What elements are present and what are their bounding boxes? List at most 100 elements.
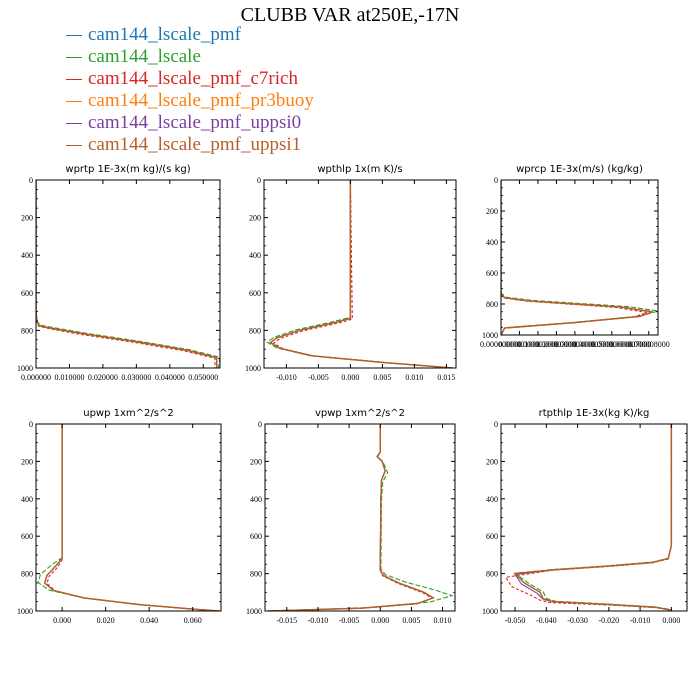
chart-panel: vpwp 1xm^2/s^2 0 200 400 600 800 1000 -0.015 -0.… [246, 408, 456, 625]
x-tick-label: 0.000 [371, 616, 389, 625]
y-tick-label: 600 [486, 269, 498, 278]
plot-frame [264, 423, 456, 612]
x-tick-label: -0.030 [567, 616, 588, 625]
x-tick-label: 0.020000 [88, 373, 118, 382]
y-tick-label: 800 [249, 326, 261, 335]
legend-swatch [66, 145, 82, 147]
x-tick-label: -0.010 [276, 373, 297, 382]
y-tick-label: 800 [250, 570, 262, 579]
x-tick-label: 0.000005000 [572, 340, 614, 349]
x-tick-label: 0.000 [341, 373, 359, 382]
y-tick-label: 800 [486, 570, 498, 579]
y-tick-label: 400 [250, 495, 262, 504]
y-tick-label: 800 [486, 300, 498, 309]
y-tick-label: 200 [486, 457, 498, 466]
plot-frame [263, 179, 457, 369]
plot-frame [35, 423, 222, 612]
x-tick-label: 0.060 [184, 616, 202, 625]
series-line [501, 180, 658, 335]
series-line [268, 424, 435, 611]
y-tick-label: 0 [494, 420, 498, 429]
x-tick-label: 0.020 [97, 616, 115, 625]
series-line [501, 180, 653, 335]
chart-panel: wpthlp 1x(m K)/s 0 200 400 600 800 1000 -0.010 -… [245, 164, 457, 382]
x-tick-label: 0.040 [140, 616, 158, 625]
x-tick-label: 0.000006000 [591, 340, 633, 349]
series-line [268, 424, 435, 611]
series-line [514, 424, 672, 611]
legend-swatch [66, 101, 82, 103]
panel-title: wprtp 1E-3x(m kg)/(s kg) [65, 164, 190, 175]
legend-item: cam144_lscale_pmf [66, 24, 314, 46]
x-tick-label: 0.005 [402, 616, 420, 625]
y-tick-label: 600 [21, 289, 33, 298]
series-line [272, 180, 455, 368]
series-line [37, 424, 217, 611]
x-tick-label: 0.005 [373, 373, 391, 382]
legend-label: cam144_lscale_pmf_uppsi1 [88, 134, 302, 155]
series-line [268, 424, 454, 611]
series-line [44, 424, 219, 611]
y-tick-label: 400 [21, 251, 33, 260]
y-tick-label: 1000 [246, 607, 262, 616]
legend: cam144_lscale_pmf cam144_lscale cam144_l… [66, 24, 314, 156]
series-line [504, 424, 672, 611]
series-line [268, 424, 435, 611]
panel-title: wpthlp 1x(m K)/s [317, 164, 402, 175]
y-tick-label: 1000 [17, 607, 33, 616]
series-line [44, 424, 219, 611]
chart-panel: wprtp 1E-3x(m kg)/(s kg) 0 200 400 600 800 100… [17, 164, 221, 382]
panel-title: upwp 1xm^2/s^2 [83, 408, 173, 419]
y-tick-label: 1000 [482, 607, 498, 616]
x-tick-label: 0.000 [662, 616, 680, 625]
x-tick-label: 0.000008000 [628, 340, 670, 349]
x-tick-label: 0.040000 [155, 373, 185, 382]
panel-title: vpwp 1xm^2/s^2 [315, 408, 405, 419]
panel-title: rtpthlp 1E-3x(kg K)/kg [539, 408, 650, 419]
legend-item: cam144_lscale [66, 46, 314, 68]
y-tick-label: 200 [486, 207, 498, 216]
series-line [269, 180, 453, 368]
x-tick-label: 0.000007000 [609, 340, 651, 349]
legend-item: cam144_lscale_pmf_uppsi0 [66, 112, 314, 134]
chart-panel: upwp 1xm^2/s^2 0 200 400 600 800 1000 0.000 0.02… [17, 408, 222, 625]
series-line [36, 180, 218, 368]
x-tick-label: -0.010 [630, 616, 651, 625]
legend-label: cam144_lscale_pmf_uppsi0 [88, 112, 302, 133]
series-line [268, 424, 434, 611]
series-line [269, 180, 453, 368]
series-line [501, 180, 653, 335]
x-tick-label: 0.050000 [188, 373, 218, 382]
legend-swatch [66, 79, 82, 81]
y-tick-label: 400 [21, 495, 33, 504]
y-tick-label: 400 [486, 238, 498, 247]
series-line [269, 180, 453, 368]
series-group [501, 180, 658, 335]
x-tick-label: -0.005 [339, 616, 360, 625]
legend-swatch [66, 35, 82, 37]
y-tick-label: 200 [249, 214, 261, 223]
panel-title: wprcp 1E-3x(m/s) (kg/kg) [516, 164, 643, 175]
y-tick-label: 1000 [17, 364, 33, 373]
x-tick-label: 0.015 [437, 373, 455, 382]
series-line [43, 424, 219, 611]
series-line [44, 424, 219, 611]
x-tick-label: -0.050 [505, 616, 526, 625]
series-line [46, 424, 221, 611]
y-tick-label: 1000 [482, 331, 498, 340]
legend-item: cam144_lscale_pmf_uppsi1 [66, 134, 314, 156]
y-tick-label: 0 [258, 420, 262, 429]
legend-item: cam144_lscale_pmf_pr3buoy [66, 90, 314, 112]
x-tick-label: 0.000004000 [554, 340, 596, 349]
x-tick-label: 0.010000 [54, 373, 84, 382]
y-tick-label: 400 [249, 251, 261, 260]
legend-label: cam144_lscale_pmf [88, 24, 242, 45]
series-group [266, 180, 455, 368]
chart-title: CLUBB VAR at250E,-17N [240, 4, 460, 26]
x-tick-label: -0.015 [276, 616, 297, 625]
x-tick-label: 0.000000000 [480, 340, 522, 349]
legend-item: cam144_lscale_pmf_c7rich [66, 68, 314, 90]
chart-panel: rtpthlp 1E-3x(kg K)/kg02004006008001000-… [482, 408, 688, 625]
y-tick-label: 200 [21, 457, 33, 466]
